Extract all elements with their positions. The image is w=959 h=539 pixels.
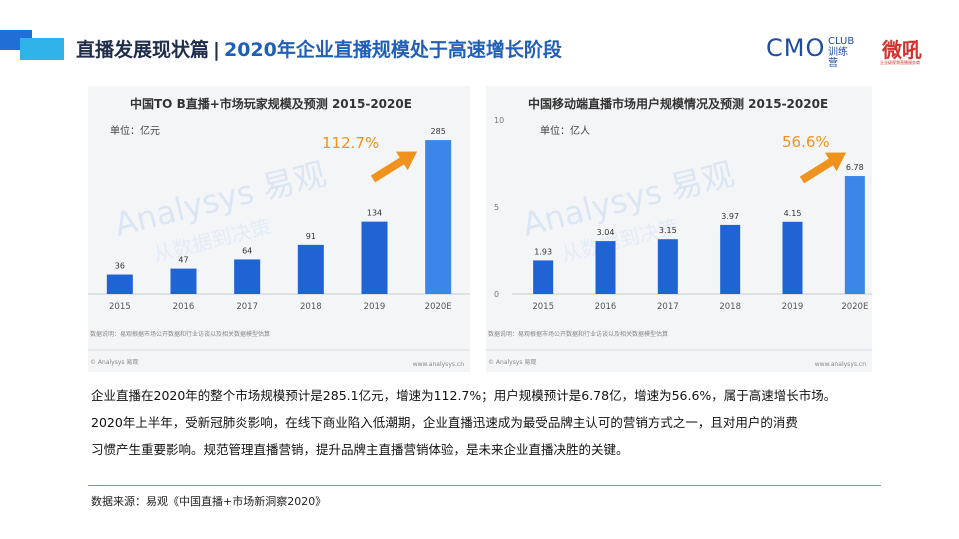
unit-label: 单位：亿元	[110, 124, 160, 137]
bar-2017	[657, 239, 678, 294]
data-label-2016: 3.04	[597, 228, 615, 237]
x-tick-label-2017: 2017	[236, 302, 258, 312]
source-divider	[88, 485, 881, 486]
club-logo-text: CLUB	[828, 36, 855, 47]
summary-paragraph: 企业直播在2020年的整个市场规模预计是285.1亿元，增速为112.7%；用户…	[91, 382, 891, 463]
data-label-2016: 47	[178, 256, 188, 265]
page-title: 直播发展现状篇 | 2020年企业直播规模处于高速增长阶段	[76, 35, 562, 62]
x-tick-label-2016: 2016	[595, 302, 617, 312]
bar-2018	[297, 244, 324, 294]
data-label-2019: 134	[367, 209, 382, 218]
bar-2016	[595, 241, 616, 294]
header-accent-light	[20, 38, 64, 60]
x-tick-label-2019: 2019	[782, 302, 804, 312]
growth-label: 112.7%	[322, 134, 379, 152]
weihou-logo-tagline: 企业级视频直播服务商	[880, 60, 920, 65]
data-source: 数据来源：易观《中国直播+市场新洞察2020》	[91, 495, 327, 508]
summary-line-1: 企业直播在2020年的整个市场规模预计是285.1亿元，增速为112.7%；用户…	[91, 388, 837, 403]
data-label-2015: 1.93	[534, 247, 552, 256]
weihou-logo: 微吼	[882, 38, 922, 62]
data-label-2017: 64	[242, 246, 252, 255]
bar-2019	[361, 221, 388, 294]
y-tick-label: 0	[494, 290, 499, 299]
x-tick-label-2017: 2017	[657, 302, 679, 312]
analysys-website: www.analysys.cn	[413, 361, 464, 368]
bar-2016	[170, 268, 197, 294]
summary-line-3: 习惯产生重要影响。规范管理直播营销，提升品牌主直播营销体验，是未来企业直播决胜的…	[91, 442, 629, 457]
x-tick-label-2020E: 2020E	[425, 302, 452, 312]
chart-footnote: 数据说明：易观根据市场公开数据和行业访谈以及相关数据模型估算	[488, 330, 668, 338]
chart-footnote: 数据说明：易观根据市场公开数据和行业访谈以及相关数据模型估算	[90, 330, 270, 338]
bar-2020E	[425, 140, 452, 294]
analysys-brand: © Analysys 易观	[488, 359, 536, 366]
x-tick-label-2016: 2016	[173, 302, 195, 312]
x-tick-label-2019: 2019	[364, 302, 386, 312]
growth-arrow-icon	[370, 151, 418, 183]
cmo-club-logo: CMO CLUB 训练营	[766, 34, 854, 69]
bar-2015	[106, 274, 133, 294]
page-title-section: 直播发展现状篇	[76, 39, 210, 61]
y-tick-label: 5	[494, 203, 499, 212]
cmo-logo-text: CMO	[766, 34, 826, 62]
chart-panel-user-scale: Analysys 易观 从数据到决策 中国移动端直播市场用户规模情况及预测 2015…	[486, 86, 872, 372]
chart-title: 中国移动端直播市场用户规模情况及预测 2015-2020E	[528, 96, 828, 111]
data-label-2019: 4.15	[784, 209, 802, 218]
bar-2019	[782, 221, 803, 294]
growth-label: 56.6%	[782, 133, 830, 151]
data-label-2018: 3.97	[721, 212, 739, 221]
chart-title: 中国TO B直播+市场玩家规模及预测 2015-2020E	[130, 96, 412, 111]
bar-2020E	[844, 176, 865, 294]
analysys-brand: © Analysys 易观	[90, 359, 138, 366]
data-label-2018: 91	[306, 232, 316, 241]
x-tick-label-2018: 2018	[300, 302, 322, 312]
bar-2018	[720, 224, 741, 294]
club-logo-subtext: 训练营	[828, 47, 848, 69]
x-tick-label-2015: 2015	[532, 302, 554, 312]
x-tick-label-2015: 2015	[109, 302, 131, 312]
page-title-topic: 2020年企业直播规模处于高速增长阶段	[223, 39, 562, 61]
page-title-separator: |	[213, 39, 220, 61]
summary-line-2: 2020年上半年，受新冠肺炎影响，在线下商业陷入低潮期，企业直播迅速成为最受品牌…	[91, 415, 798, 430]
bar-2015	[533, 260, 554, 294]
data-label-2020E: 6.78	[846, 163, 864, 172]
unit-label: 单位：亿人	[540, 124, 590, 137]
bar-2017	[234, 259, 261, 294]
x-tick-label-2018: 2018	[719, 302, 741, 312]
y-tick-label: 10	[494, 116, 504, 125]
data-label-2020E: 285	[431, 127, 446, 136]
analysys-website: www.analysys.cn	[815, 361, 866, 368]
data-label-2017: 3.15	[659, 226, 677, 235]
chart-panel-market-size: Analysys 易观 从数据到决策 中国TO B直播+市场玩家规模及预测 2015…	[88, 86, 470, 372]
growth-arrow-icon	[799, 152, 847, 184]
data-label-2015: 36	[115, 262, 125, 271]
x-tick-label-2020E: 2020E	[841, 302, 868, 312]
